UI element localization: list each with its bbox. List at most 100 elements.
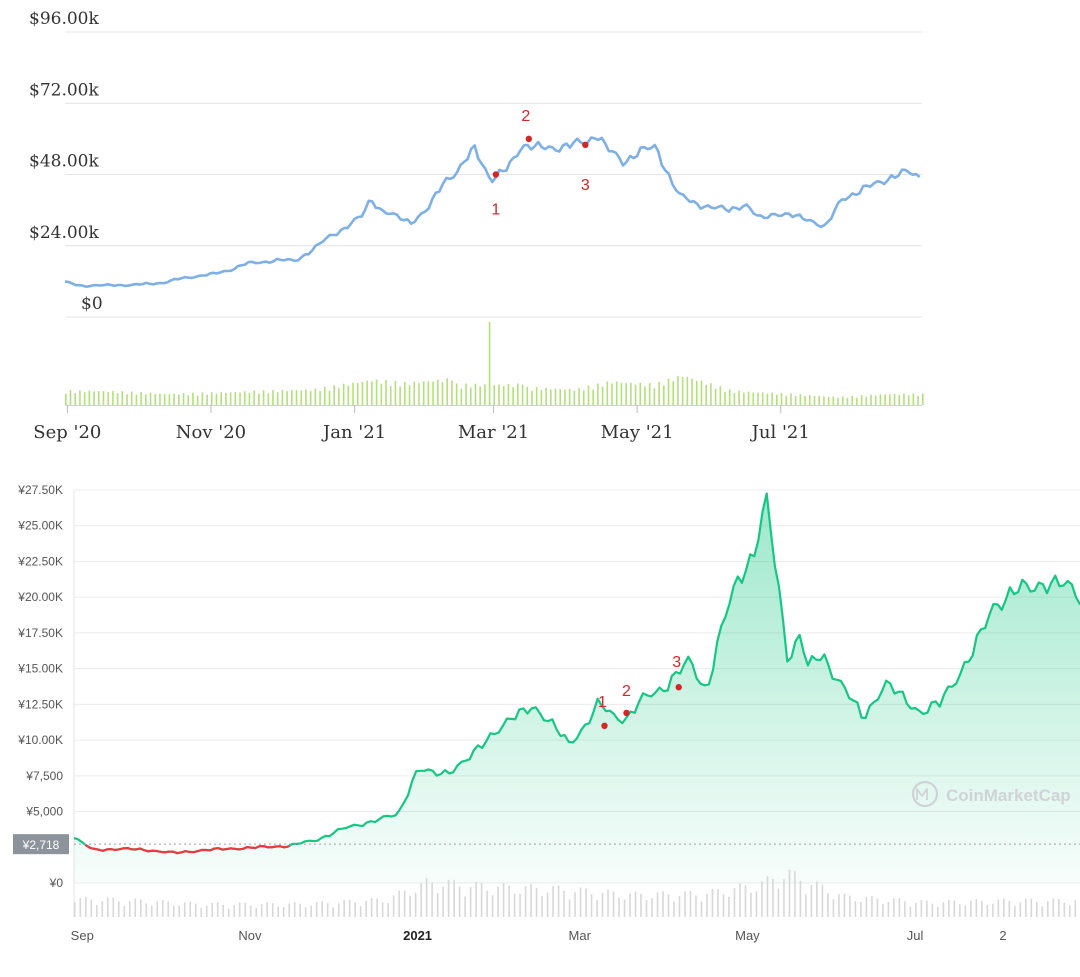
volume-bar [399, 386, 401, 405]
volume-bar [625, 383, 627, 405]
volume-bar [206, 394, 208, 405]
x-tick-label: Mar [569, 928, 592, 943]
volume-bar [469, 886, 472, 917]
volume-bar [658, 381, 660, 405]
volume-bar [387, 903, 389, 917]
volume-bar [739, 883, 741, 917]
volume-bar [107, 392, 109, 405]
volume-bar [491, 895, 494, 917]
y-tick-label: ¥17.50K [17, 626, 63, 640]
cny-price-chart: ¥27.50K ¥25.00K ¥22.50K ¥20.00K ¥17.50K ¥15.0… [13, 483, 1080, 943]
volume-bar [865, 897, 868, 917]
volume-bar [182, 393, 185, 405]
volume-bar [304, 907, 307, 917]
volume-bar [215, 393, 218, 405]
volume-bar [783, 879, 785, 917]
volume-bar [653, 388, 656, 405]
volume-bar [710, 383, 712, 405]
volume-bar [981, 900, 983, 917]
volume-bar [260, 904, 263, 917]
volume-bar [479, 386, 481, 405]
volume-bar [559, 389, 562, 405]
y-tick-label: ¥7,500 [25, 769, 63, 783]
x-tick-label: 2021 [403, 928, 432, 943]
volume-bar [332, 907, 334, 917]
x-tick-label: Sep [71, 928, 94, 943]
x-tick-labels: Sep '20 Nov '20 Jan '21 Mar '21 May '21 Jul '… [33, 405, 810, 443]
volume-bar [216, 902, 219, 917]
volume-bar [95, 904, 98, 917]
volume-bar [898, 394, 901, 405]
volume-bar [937, 906, 939, 917]
volume-bar [464, 896, 466, 917]
volume-bar [805, 894, 807, 917]
volume-bar [238, 902, 241, 917]
volume-bar [102, 390, 105, 405]
volume-bar [673, 901, 675, 917]
volume-bar [865, 396, 868, 405]
volume-bar [354, 902, 356, 917]
volume-bar [728, 896, 730, 917]
volume-bar [130, 391, 133, 405]
volume-bar [827, 396, 830, 405]
volume-bar [389, 385, 392, 405]
y-tick-label: ¥27.50K [17, 483, 63, 497]
annotation-label-3: 3 [672, 654, 681, 671]
volume-bar [139, 899, 142, 917]
volume-bar [128, 901, 131, 917]
volume-bar [134, 898, 137, 917]
y-tick-label: ¥0 [49, 876, 64, 890]
y-tick-label: ¥12.50K [17, 697, 63, 711]
annotation-label-2: 2 [521, 108, 530, 125]
x-tick-label: Nov [238, 928, 262, 943]
volume-bar [541, 896, 543, 917]
volume-bar [436, 379, 439, 405]
volume-bar [804, 396, 806, 405]
y-tick-label: ¥22.50K [17, 554, 63, 568]
volume-bar [145, 394, 147, 405]
volume-bar [823, 396, 825, 405]
reference-price: ¥2,718 [13, 834, 1080, 855]
volume-bar [640, 893, 642, 917]
volume-bar [431, 882, 433, 917]
volume-bar [1041, 906, 1044, 917]
volume-bar [691, 378, 693, 405]
volume-bar [644, 386, 646, 405]
volume-bar [851, 395, 853, 405]
volume-bar [917, 396, 919, 405]
volume-bar [761, 881, 763, 917]
volume-bar [766, 393, 769, 405]
x-tick-label: Jul [907, 928, 924, 943]
volume-bar [607, 889, 609, 917]
volume-bar [1047, 901, 1049, 917]
volume-bar [585, 888, 587, 917]
volume-bar [413, 381, 416, 405]
volume-bar [258, 393, 260, 405]
volume-bar [123, 906, 126, 917]
volume-bar [145, 903, 148, 917]
volume-bar [371, 381, 373, 405]
volume-bar [315, 902, 318, 917]
volume-bar [574, 892, 576, 917]
volume-bar [460, 388, 463, 405]
volume-bar [612, 891, 615, 917]
volume-bar [854, 901, 857, 917]
volume-bar [686, 376, 689, 405]
volume-bar [818, 395, 821, 405]
volume-bar [816, 881, 818, 917]
volume-bar [752, 392, 755, 405]
volume-bar [1063, 902, 1066, 917]
volume-bar [97, 391, 100, 405]
volume-bar [519, 893, 521, 917]
volume-bar [79, 898, 82, 917]
volume-bar [101, 901, 104, 917]
volume-bar [780, 392, 783, 405]
volume-bar [84, 896, 87, 917]
volume-bar [211, 902, 214, 917]
volume-bar [403, 890, 406, 917]
volume-bar [465, 383, 467, 405]
volume-bar [540, 390, 543, 405]
volume-bar [870, 394, 872, 405]
volume-bar [121, 391, 124, 405]
volume-bar [601, 892, 604, 917]
